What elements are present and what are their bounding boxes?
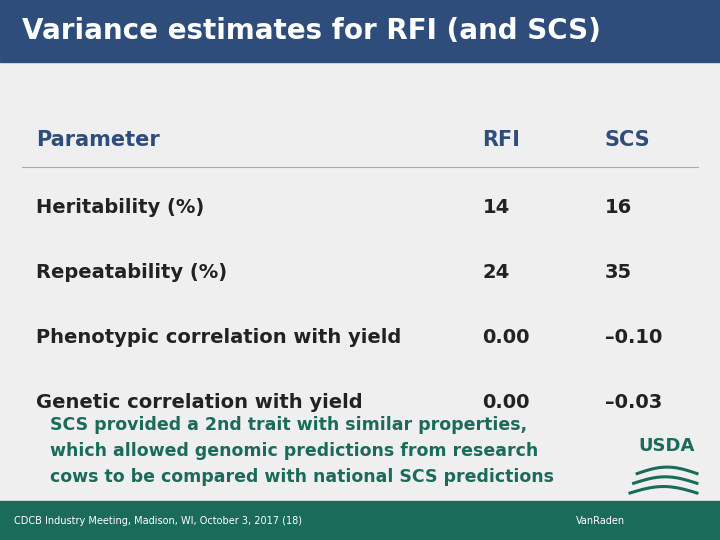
Text: SCS provided a 2nd trait with similar properties,
which allowed genomic predicti: SCS provided a 2nd trait with similar pr… (50, 415, 554, 487)
Text: 16: 16 (605, 198, 632, 218)
Text: SCS: SCS (605, 130, 650, 151)
Text: 24: 24 (482, 263, 510, 282)
Text: USDA: USDA (639, 437, 695, 455)
Text: Phenotypic correlation with yield: Phenotypic correlation with yield (36, 328, 401, 347)
Text: 0.00: 0.00 (482, 393, 530, 412)
Text: –0.03: –0.03 (605, 393, 662, 412)
Text: Repeatability (%): Repeatability (%) (36, 263, 227, 282)
Bar (0, 501, 720, 540)
Text: 0.00: 0.00 (482, 328, 530, 347)
Text: 35: 35 (605, 263, 632, 282)
Text: –0.10: –0.10 (605, 328, 662, 347)
Text: Variance estimates for RFI (and SCS): Variance estimates for RFI (and SCS) (22, 17, 600, 45)
Text: Parameter: Parameter (36, 130, 160, 151)
Text: CDCB Industry Meeting, Madison, WI, October 3, 2017 (18): CDCB Industry Meeting, Madison, WI, Octo… (14, 516, 302, 525)
Text: RFI: RFI (482, 130, 521, 151)
Text: Genetic correlation with yield: Genetic correlation with yield (36, 393, 363, 412)
Text: Heritability (%): Heritability (%) (36, 198, 204, 218)
Bar (0, 0, 720, 62)
Text: VanRaden: VanRaden (576, 516, 625, 525)
Text: 14: 14 (482, 198, 510, 218)
